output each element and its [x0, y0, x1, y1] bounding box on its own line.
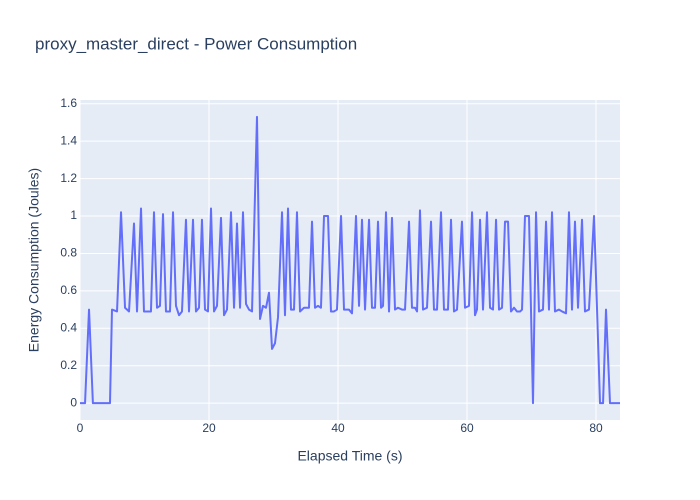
x-tick-label: 0: [77, 421, 84, 435]
x-tick-label: 60: [460, 421, 474, 435]
y-tick-label: 0: [70, 395, 77, 409]
y-tick-label: 1.6: [60, 96, 77, 110]
data-line: [80, 115, 620, 405]
y-tick-label: 0.8: [60, 246, 77, 260]
x-tick-label: 40: [331, 421, 345, 435]
y-tick-label: 0.4: [60, 320, 77, 334]
y-tick-label: 0.2: [60, 358, 77, 372]
chart-title: proxy_master_direct - Power Consumption: [35, 34, 357, 53]
y-tick-label: 1.4: [60, 133, 77, 147]
y-tick-label: 1.2: [60, 171, 77, 185]
y-axis-title: Energy Consumption (Joules): [26, 168, 42, 352]
y-tick-label: 0.6: [60, 283, 77, 297]
x-tick-label: 20: [202, 421, 216, 435]
x-tick-label: 80: [589, 421, 603, 435]
y-tick-label: 1: [70, 208, 77, 222]
x-axis-title: Elapsed Time (s): [297, 448, 402, 464]
